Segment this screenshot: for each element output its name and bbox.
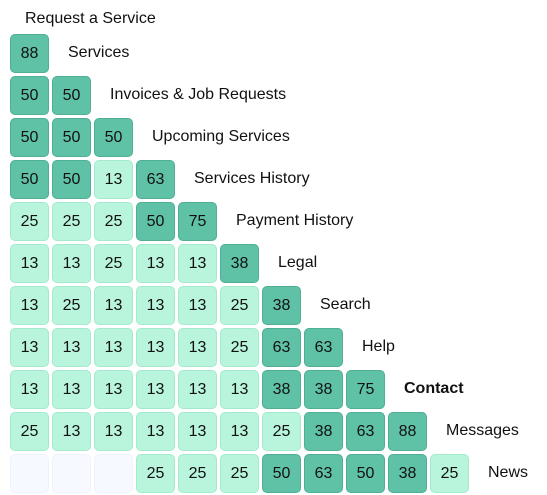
matrix-cell-r7-c2: 13 [94, 328, 133, 367]
matrix-cell-r9-c3: 13 [136, 412, 175, 451]
matrix-cell-r5-c4: 13 [178, 244, 217, 283]
matrix-cell-r7-c0: 13 [10, 328, 49, 367]
row-label-7: Help [362, 338, 395, 355]
row-label-8: Contact [404, 380, 464, 397]
matrix-cell-r7-c6: 63 [262, 328, 301, 367]
matrix-cell-r8-c7: 38 [304, 370, 343, 409]
matrix-cell-r4-c4: 75 [178, 202, 217, 241]
matrix-cell-r10-c9: 38 [388, 454, 427, 493]
matrix-cell-r10-c5: 25 [220, 454, 259, 493]
matrix-cell-r8-c4: 13 [178, 370, 217, 409]
matrix-cell-r4-c3: 50 [136, 202, 175, 241]
matrix-cell-r7-c4: 13 [178, 328, 217, 367]
row-label-5: Legal [278, 254, 318, 271]
top-label: Request a Service [25, 10, 156, 27]
matrix-cell-r9-c0: 25 [10, 412, 49, 451]
matrix-cell-r1-c0: 50 [10, 76, 49, 115]
matrix-cell-r10-c2 [94, 454, 133, 493]
matrix-cell-r7-c5: 25 [220, 328, 259, 367]
matrix-cell-r2-c2: 50 [94, 118, 133, 157]
matrix-cell-r10-c7: 63 [304, 454, 343, 493]
matrix-cell-r0-c0: 88 [10, 34, 49, 73]
matrix-cell-r6-c2: 13 [94, 286, 133, 325]
matrix-cell-r5-c1: 13 [52, 244, 91, 283]
matrix-cell-r6-c6: 38 [262, 286, 301, 325]
matrix-cell-r5-c5: 38 [220, 244, 259, 283]
row-label-6: Search [320, 296, 371, 313]
row-label-3: Services History [194, 170, 310, 187]
matrix-cell-r8-c1: 13 [52, 370, 91, 409]
row-label-2: Upcoming Services [152, 128, 290, 145]
matrix-cell-r10-c1 [52, 454, 91, 493]
matrix-cell-r7-c1: 13 [52, 328, 91, 367]
matrix-cell-r9-c9: 88 [388, 412, 427, 451]
matrix-cell-r9-c7: 38 [304, 412, 343, 451]
matrix-cell-r3-c2: 13 [94, 160, 133, 199]
matrix-cell-r2-c0: 50 [10, 118, 49, 157]
matrix-cell-r5-c2: 25 [94, 244, 133, 283]
row-label-4: Payment History [236, 212, 354, 229]
matrix-cell-r6-c4: 13 [178, 286, 217, 325]
matrix-cell-r3-c1: 50 [52, 160, 91, 199]
matrix-cell-r10-c8: 50 [346, 454, 385, 493]
matrix-cell-r8-c6: 38 [262, 370, 301, 409]
matrix-cell-r3-c0: 50 [10, 160, 49, 199]
row-label-9: Messages [446, 422, 519, 439]
matrix-cell-r1-c1: 50 [52, 76, 91, 115]
matrix-cell-r8-c2: 13 [94, 370, 133, 409]
matrix-cell-r4-c0: 25 [10, 202, 49, 241]
matrix-cell-r4-c1: 25 [52, 202, 91, 241]
matrix-cell-r6-c0: 13 [10, 286, 49, 325]
matrix-cell-r8-c3: 13 [136, 370, 175, 409]
matrix-cell-r4-c2: 25 [94, 202, 133, 241]
matrix-cell-r9-c6: 25 [262, 412, 301, 451]
matrix-cell-r2-c1: 50 [52, 118, 91, 157]
matrix-cell-r10-c10: 25 [430, 454, 469, 493]
matrix-cell-r6-c3: 13 [136, 286, 175, 325]
matrix-cell-r7-c7: 63 [304, 328, 343, 367]
matrix-cell-r7-c3: 13 [136, 328, 175, 367]
matrix-cell-r10-c3: 25 [136, 454, 175, 493]
row-label-0: Services [68, 44, 130, 61]
matrix-cell-r10-c6: 50 [262, 454, 301, 493]
matrix-cell-r3-c3: 63 [136, 160, 175, 199]
matrix-cell-r9-c2: 13 [94, 412, 133, 451]
row-label-10: News [488, 464, 529, 481]
row-label-1: Invoices & Job Requests [110, 86, 287, 103]
matrix-cell-r8-c0: 13 [10, 370, 49, 409]
matrix-cell-r6-c1: 25 [52, 286, 91, 325]
matrix-cell-r6-c5: 25 [220, 286, 259, 325]
matrix-cell-r9-c8: 63 [346, 412, 385, 451]
matrix-cell-r5-c0: 13 [10, 244, 49, 283]
matrix-cell-r8-c5: 13 [220, 370, 259, 409]
matrix-cell-r5-c3: 13 [136, 244, 175, 283]
matrix-cell-r8-c8: 75 [346, 370, 385, 409]
matrix-cell-r9-c4: 13 [178, 412, 217, 451]
matrix-cell-r9-c1: 13 [52, 412, 91, 451]
matrix-cell-r10-c4: 25 [178, 454, 217, 493]
matrix-cell-r10-c0 [10, 454, 49, 493]
matrix-cell-r9-c5: 13 [220, 412, 259, 451]
